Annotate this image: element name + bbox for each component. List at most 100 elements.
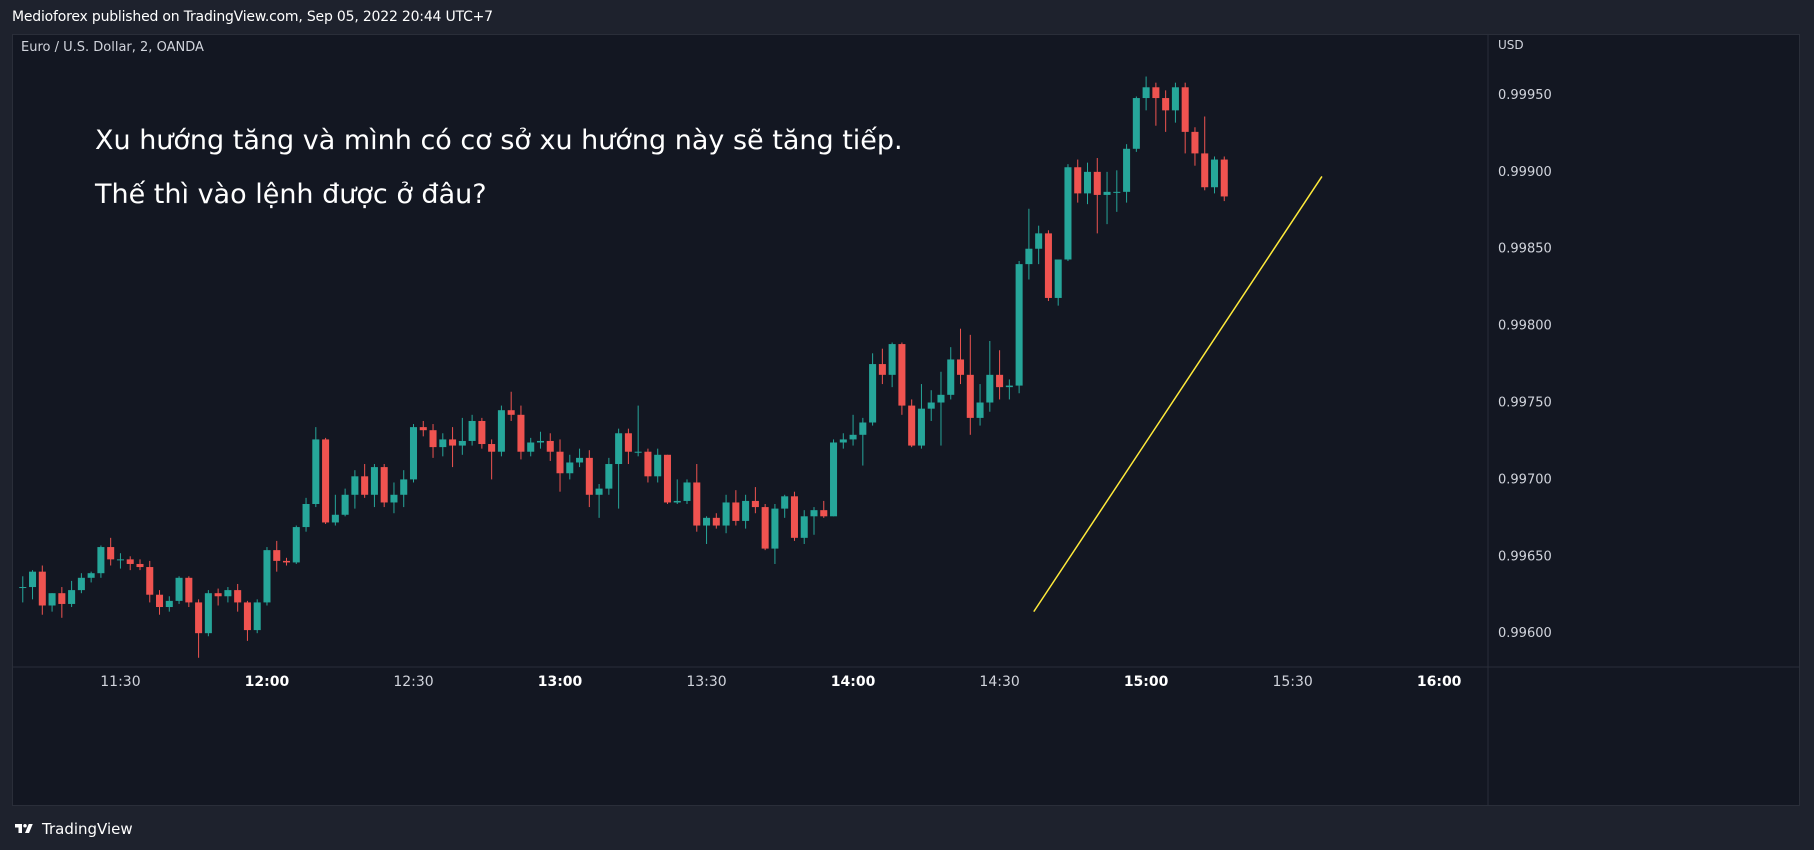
candle-body (449, 439, 457, 446)
candle (419, 420, 427, 437)
time-tick-label: 16:00 (1417, 674, 1462, 690)
candle (439, 433, 447, 457)
footer-brand[interactable]: TradingView (12, 818, 133, 840)
candle-body (263, 550, 271, 603)
candle (673, 479, 681, 505)
candle (312, 427, 320, 508)
candle (1171, 82, 1179, 123)
candle (693, 464, 701, 532)
time-tick-label: 11:30 (100, 674, 140, 690)
candle (869, 353, 877, 426)
candle-body (654, 454, 662, 477)
candle (1132, 96, 1140, 152)
candle-body (751, 500, 759, 508)
candle (927, 390, 935, 421)
candle-body (595, 488, 603, 495)
price-axis[interactable]: USD 0.99950 0.99900 0.99850 0.99800 0.99750 0.… (1498, 38, 1552, 641)
candle-body (312, 439, 320, 505)
candle-body (1132, 98, 1140, 149)
candle (556, 439, 564, 492)
published-text: Medioforex published on TradingView.com,… (12, 9, 493, 25)
candle-body (869, 364, 877, 423)
candle-body (722, 502, 730, 526)
price-axis-currency: USD (1498, 38, 1524, 52)
candle-body (566, 462, 574, 474)
chart-panel[interactable]: USD 0.99950 0.99900 0.99850 0.99800 0.99750 0.… (12, 34, 1800, 806)
candle-body (146, 567, 154, 595)
candle (273, 540, 281, 572)
candle (243, 600, 251, 641)
candle (976, 384, 984, 426)
candle (468, 414, 476, 446)
time-tick-label: 12:00 (245, 674, 290, 690)
candle (409, 424, 418, 483)
candle-body (1015, 264, 1023, 386)
candle (722, 494, 730, 534)
candle-body (19, 587, 27, 589)
candle-body (703, 517, 711, 526)
time-tick-label: 15:00 (1124, 674, 1169, 690)
candle-body (585, 457, 593, 495)
candle (800, 510, 808, 544)
candle-body (419, 427, 427, 431)
candle (595, 484, 603, 518)
candle (165, 596, 173, 612)
candle-body (1123, 148, 1131, 192)
candle-body (97, 547, 105, 574)
candle-body (302, 504, 310, 528)
candle (1210, 156, 1219, 194)
candle-body (937, 394, 945, 403)
candle (204, 590, 212, 637)
candle (663, 454, 671, 505)
candle-body (917, 408, 925, 446)
candle (1005, 379, 1013, 400)
candle-body (497, 410, 505, 452)
candle-body (830, 442, 838, 517)
trendline-group (1033, 176, 1323, 613)
candle-body (1035, 233, 1043, 249)
candle (29, 570, 37, 600)
candle-body (68, 590, 76, 604)
candle (517, 405, 525, 460)
candle (1142, 76, 1150, 111)
candle-body (536, 440, 544, 443)
candle-body (390, 494, 398, 503)
candle-body (1113, 191, 1121, 193)
candle-body (1005, 385, 1013, 388)
candle (605, 457, 613, 495)
candle (546, 433, 554, 461)
candlestick-chart[interactable]: USD 0.99950 0.99900 0.99850 0.99800 0.99750 0.… (13, 35, 1799, 805)
candle (966, 334, 974, 435)
candle (771, 504, 779, 564)
candle (820, 500, 828, 518)
candle-body (1201, 153, 1209, 188)
candle-body (282, 560, 291, 563)
candle-body (126, 559, 134, 564)
candle-body (693, 482, 701, 526)
candle-body (361, 476, 369, 495)
candle-body (820, 510, 828, 517)
candle (195, 599, 203, 658)
candle (810, 507, 818, 535)
time-axis[interactable]: 11:30 12:00 12:30 13:00 13:30 14:00 14:30 15:00… (100, 674, 1461, 690)
candle-body (1162, 98, 1170, 111)
chart-background (13, 35, 1799, 805)
candle-body (488, 444, 496, 452)
candle (282, 557, 291, 566)
candle (478, 417, 486, 449)
candle (292, 525, 300, 564)
candle-body (58, 593, 66, 604)
candle-body (732, 502, 740, 521)
candle (1064, 164, 1072, 262)
price-tick-label: 0.99750 (1498, 396, 1552, 411)
candle (585, 450, 593, 508)
candle-body (243, 602, 251, 631)
candle (888, 342, 896, 388)
candle-body (576, 457, 584, 463)
candle (1191, 127, 1199, 166)
candle (449, 427, 457, 468)
candle-body (1093, 171, 1101, 195)
candle (712, 513, 720, 529)
candle-body (116, 559, 124, 561)
candle (849, 414, 857, 446)
